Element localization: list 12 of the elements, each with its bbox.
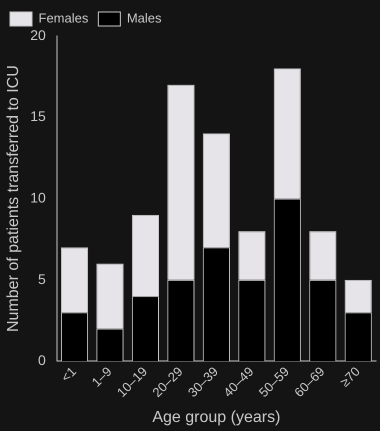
y-tick-label: 10 xyxy=(30,189,46,206)
y-axis-title: Number of patients transferred to ICU xyxy=(5,65,22,332)
y-tick-label: 20 xyxy=(30,26,46,43)
x-tick-label: ≥70 xyxy=(337,364,363,390)
y-tick-label: 0 xyxy=(38,352,46,368)
x-tick-label: <1 xyxy=(58,364,80,385)
y-tick-label: 5 xyxy=(38,270,46,287)
legend-label: Females xyxy=(38,10,89,26)
x-axis-title: Age group (years) xyxy=(152,408,280,426)
x-tick-label: 1–9 xyxy=(88,364,115,390)
legend-label: Males xyxy=(126,10,162,26)
y-tick-label: 15 xyxy=(30,108,46,124)
